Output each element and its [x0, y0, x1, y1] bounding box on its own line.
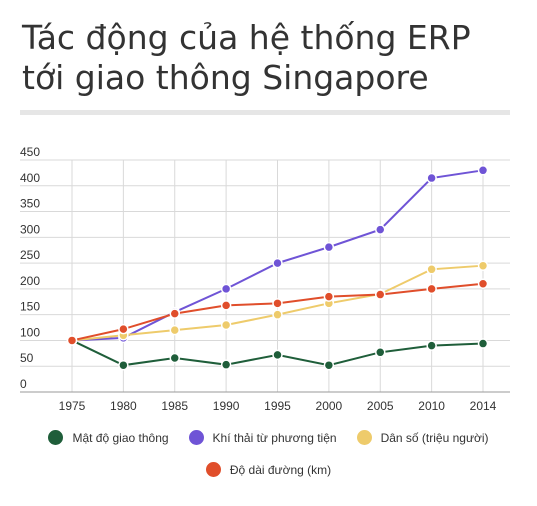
data-point — [477, 278, 489, 289]
data-point — [477, 165, 489, 176]
data-point — [323, 359, 335, 371]
y-tick-label: 200 — [20, 274, 40, 288]
data-point — [477, 260, 489, 271]
x-tick-label: 1995 — [264, 399, 291, 413]
legend-row-2: Độ dài đường (km) — [0, 462, 537, 477]
legend-marker — [356, 430, 372, 445]
x-tick-label: 1990 — [213, 399, 240, 413]
data-point — [169, 324, 180, 336]
data-point — [426, 264, 437, 275]
data-point — [477, 338, 489, 349]
data-point — [220, 283, 232, 295]
legend-item: Dân số (triệu người) — [356, 430, 489, 445]
data-point — [220, 359, 232, 370]
y-tick-label: 250 — [20, 248, 40, 262]
x-tick-label: 2000 — [316, 399, 343, 413]
legend-item: Khí thải từ phương tiện — [188, 430, 337, 445]
x-tick-label: 2005 — [367, 399, 394, 413]
data-point — [169, 352, 180, 364]
data-point — [272, 309, 283, 320]
legend-label: Khí thải từ phương tiện — [212, 430, 337, 445]
x-tick-labels: 1975 1980 1985 1990 1995 2000 2005 2010 2014 — [59, 399, 497, 413]
legend-label: Dân số (triệu người) — [380, 430, 489, 445]
data-point — [169, 308, 180, 319]
data-point — [426, 283, 437, 295]
legend: Mật độ giao thông Khí thải từ phương tiệ… — [0, 430, 537, 494]
data-point — [323, 291, 335, 302]
y-tick-label: 450 — [20, 145, 40, 159]
data-point — [375, 289, 386, 300]
legend-item: Độ dài đường (km) — [205, 462, 332, 477]
data-point — [220, 319, 232, 331]
y-tick-label: 0 — [20, 377, 27, 391]
y-tick-labels: 0 50 100 150 200 250 300 350 400 450 — [20, 145, 40, 391]
data-point — [272, 349, 283, 361]
line-chart: 0 50 100 150 200 250 300 350 400 450 1975 1980 1985… — [20, 145, 510, 413]
data-point — [272, 298, 283, 309]
title-divider — [20, 110, 510, 115]
data-point — [118, 323, 129, 335]
series-points — [66, 165, 489, 371]
x-tick-label: 1985 — [161, 399, 188, 413]
legend-label: Độ dài đường (km) — [229, 462, 332, 477]
legend-marker — [48, 430, 64, 445]
y-tick-label: 350 — [20, 197, 40, 211]
legend-row-1: Mật độ giao thông Khí thải từ phương tiệ… — [0, 430, 537, 445]
y-tick-label: 150 — [20, 300, 40, 314]
y-tick-label: 50 — [20, 351, 34, 365]
data-point — [375, 347, 386, 358]
x-tick-label: 1975 — [59, 399, 86, 413]
x-tick-label: 1980 — [110, 399, 137, 413]
data-point — [66, 335, 78, 346]
y-tick-label: 100 — [20, 325, 40, 339]
y-tick-label: 400 — [20, 171, 40, 185]
chart-title: Tác động của hệ thống ERP tới giao thông… — [22, 18, 471, 97]
legend-marker — [205, 462, 221, 477]
x-tick-label: 2014 — [470, 399, 497, 413]
data-point — [426, 340, 437, 351]
data-point — [118, 359, 129, 371]
data-point — [323, 241, 335, 253]
data-point — [426, 172, 437, 184]
legend-label: Mật độ giao thông — [72, 430, 169, 445]
data-point — [375, 224, 386, 235]
data-point — [272, 257, 283, 269]
legend-item: Mật độ giao thông — [48, 430, 169, 445]
y-tick-label: 300 — [20, 222, 40, 236]
data-point — [220, 300, 232, 311]
legend-marker — [188, 430, 204, 445]
x-tick-label: 2010 — [418, 399, 445, 413]
